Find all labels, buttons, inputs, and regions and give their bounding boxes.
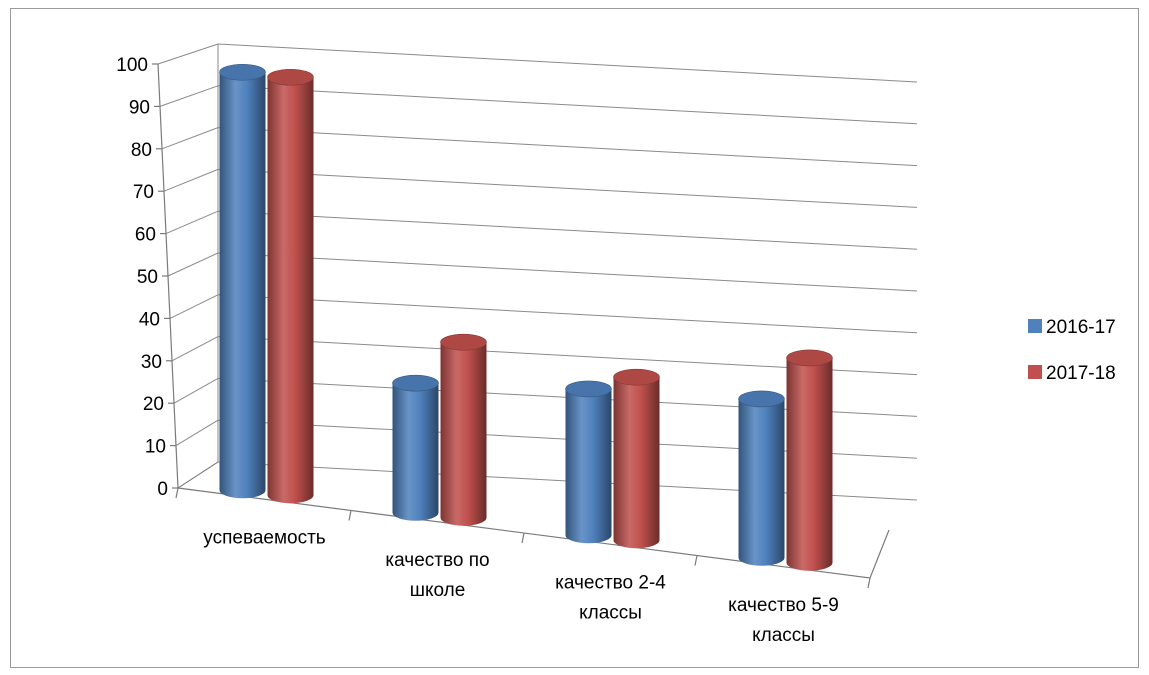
bar-top — [219, 63, 266, 81]
gridline-side — [159, 85, 219, 107]
y-tick-label: 60 — [135, 225, 156, 246]
x-tick-label: качество 2-4 классы — [555, 572, 666, 623]
bar-body — [565, 388, 612, 544]
gridline-back — [217, 85, 918, 125]
gridline-side — [167, 252, 219, 277]
y-tick-label: 20 — [143, 394, 164, 415]
bar-top — [392, 374, 439, 392]
gridline-side — [163, 168, 219, 192]
x-tick — [694, 555, 698, 566]
x-tick — [867, 577, 871, 589]
bar-body — [440, 342, 487, 526]
floor-side-edge — [177, 461, 219, 489]
bar-top — [786, 349, 833, 367]
gridline-back — [217, 43, 918, 83]
gridline-side — [169, 294, 219, 319]
y-tick-label: 10 — [145, 437, 166, 458]
labels: 0 10 20 30 40 50 60 70 80 90 100 успеваемость качест… — [116, 55, 839, 646]
bar-2016-17-3 — [738, 390, 785, 566]
bar-2017-18-3 — [786, 349, 833, 571]
chart-frame — [10, 8, 1139, 668]
y-tick-label: 80 — [131, 140, 152, 161]
bar-2016-17-0 — [219, 63, 266, 499]
gridline-back — [217, 210, 918, 250]
bar-body — [786, 357, 833, 571]
x-tick-label: успеваемость — [203, 527, 325, 548]
bar-2016-17-1 — [392, 374, 439, 521]
legend-label: 2016-17 — [1046, 317, 1116, 338]
legend-swatch — [1028, 365, 1042, 379]
gridline-back — [217, 168, 918, 208]
gridline-back — [217, 252, 918, 292]
bar-body — [738, 398, 785, 566]
bar-2016-17-2 — [565, 380, 612, 544]
legend: 2016-17 2017-18 — [1028, 317, 1116, 384]
y-tick-label: 0 — [157, 479, 168, 500]
x-tick — [348, 510, 352, 521]
bar-top — [440, 333, 487, 351]
x-tick-label: качество 5-9 классы — [728, 595, 839, 646]
legend-swatch — [1028, 319, 1042, 333]
bar-body — [267, 77, 314, 504]
gridline-side — [157, 43, 219, 65]
bar-top — [738, 390, 785, 408]
bar-body — [392, 383, 439, 521]
bar-2017-18-2 — [613, 368, 660, 549]
gridline-side — [171, 336, 219, 362]
x-tick-label: качество по школе — [385, 550, 489, 601]
y-tick-label: 50 — [137, 267, 158, 288]
bar-top — [613, 368, 660, 386]
bar-top — [565, 380, 612, 398]
legend-label: 2017-18 — [1046, 363, 1116, 384]
bar-top — [267, 68, 314, 86]
bar-body — [219, 72, 266, 499]
x-tick — [521, 532, 525, 544]
bar-2017-18-1 — [440, 333, 487, 526]
gridline-back — [217, 127, 918, 167]
gridline-side — [175, 419, 219, 447]
gridline-side — [165, 210, 219, 235]
y-tick-label: 70 — [133, 182, 154, 203]
y-tick-label: 30 — [141, 352, 162, 373]
gridline-side — [161, 127, 219, 150]
bar-2017-18-0 — [267, 68, 314, 504]
bars — [219, 63, 833, 571]
gridline-back — [217, 294, 918, 334]
y-tick-label: 40 — [139, 309, 160, 330]
y-tick-label: 100 — [116, 55, 148, 76]
y-tick-label: 90 — [129, 97, 150, 118]
gridline-side — [173, 377, 219, 404]
x-tick — [175, 487, 179, 499]
bar-body — [613, 377, 660, 549]
